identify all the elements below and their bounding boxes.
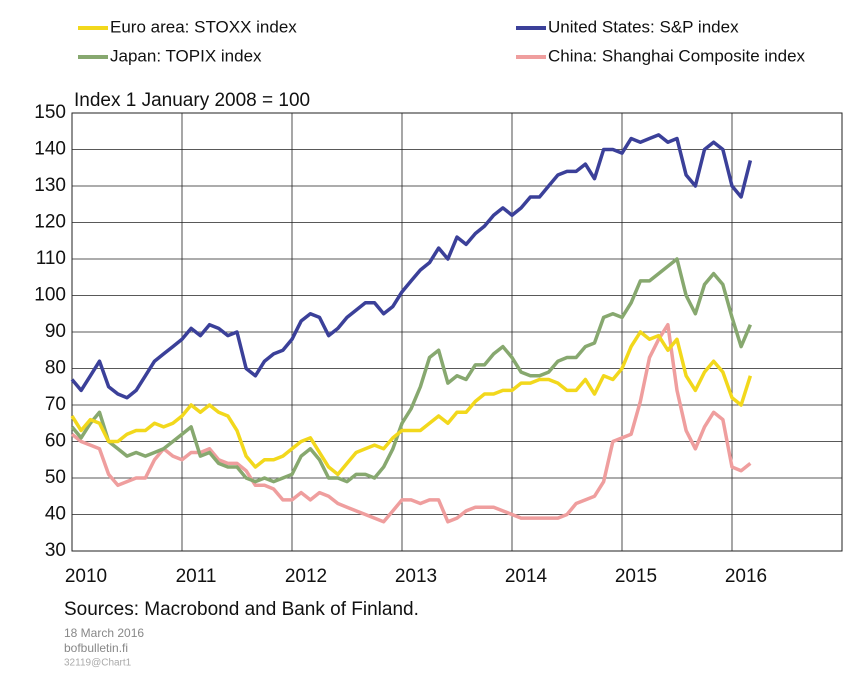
y-tick-label: 140 — [34, 139, 66, 160]
x-tick-label: 2016 — [725, 566, 767, 587]
series-line — [70, 322, 752, 524]
x-tick-label: 2015 — [615, 566, 657, 587]
chart-subtitle: Index 1 January 2008 = 100 — [74, 90, 310, 111]
x-tick-label: 2013 — [395, 566, 437, 587]
legend-label: Euro area: STOXX index — [110, 17, 297, 36]
series-line — [70, 257, 752, 484]
series-line — [70, 133, 753, 400]
y-tick-label: 90 — [45, 321, 66, 342]
x-tick-label: 2012 — [285, 566, 327, 587]
y-tick-label: 50 — [45, 467, 66, 488]
y-tick-label: 80 — [45, 358, 66, 379]
footnote: bofbulletin.fi — [64, 641, 128, 655]
y-tick-label: 110 — [36, 248, 66, 269]
footnote: 18 March 2016 — [64, 626, 144, 640]
y-tick-label: 130 — [34, 175, 66, 196]
y-tick-label: 40 — [45, 504, 66, 525]
y-tick-label: 30 — [45, 540, 66, 561]
x-tick-label: 2014 — [505, 566, 548, 587]
legend-label: China: Shanghai Composite index — [548, 46, 806, 65]
y-tick-label: 60 — [45, 431, 66, 452]
source: Sources: Macrobond and Bank of Finland. — [64, 599, 419, 620]
y-tick-label: 70 — [45, 394, 66, 415]
y-tick-label: 100 — [34, 285, 66, 306]
series-line — [70, 330, 753, 477]
y-tick-label: 120 — [34, 212, 66, 233]
x-tick-label: 2010 — [65, 566, 107, 587]
footnote: 32119@Chart1 — [64, 658, 132, 669]
legend-label: Japan: TOPIX index — [110, 46, 262, 65]
y-tick-label: 150 — [34, 102, 66, 123]
legend-label: United States: S&P index — [548, 17, 739, 36]
x-tick-label: 2011 — [176, 566, 217, 587]
